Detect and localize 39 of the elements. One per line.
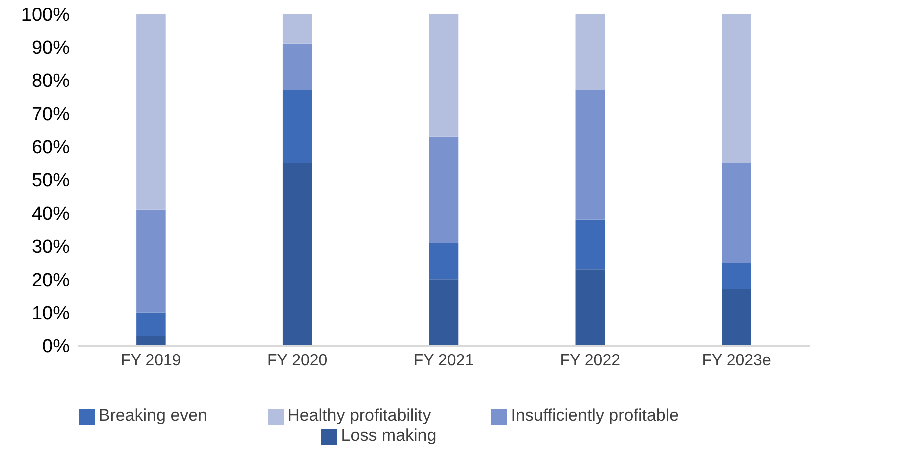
bar <box>429 280 459 346</box>
y-tick-label: 0% <box>42 336 70 358</box>
bar <box>722 290 752 346</box>
bar <box>136 312 166 336</box>
y-tick-label: 80% <box>32 71 70 92</box>
y-tick-label: 40% <box>32 204 70 225</box>
y-tick-label: 90% <box>32 38 70 59</box>
bar <box>282 163 312 346</box>
bar <box>722 14 752 164</box>
x-tick-label: FY 2021 <box>414 352 474 370</box>
bar <box>429 243 459 280</box>
bar <box>136 336 166 346</box>
y-tick-label: 30% <box>32 237 70 258</box>
bar <box>282 90 312 164</box>
legend-label: Breaking even <box>98 406 208 425</box>
y-tick-label: 50% <box>32 170 70 192</box>
bar <box>136 14 166 210</box>
y-tick-label: 10% <box>32 304 70 325</box>
x-tick-label: FY 2022 <box>560 352 621 370</box>
y-tick-label: 20% <box>32 270 70 292</box>
bar <box>576 90 606 220</box>
bar <box>576 220 606 270</box>
bar <box>282 14 312 44</box>
x-tick-label: FY 2019 <box>121 352 182 370</box>
bar <box>429 136 459 244</box>
bar <box>576 14 606 90</box>
x-tick-label: FY 2020 <box>268 352 328 370</box>
y-tick-label: 60% <box>32 138 70 159</box>
legend-label: Insufficiently profitable <box>511 406 680 425</box>
bar <box>576 270 606 346</box>
legend-label: Loss making <box>341 426 437 445</box>
bar <box>722 263 752 290</box>
bar <box>282 44 312 90</box>
x-tick-label: FY 2023e <box>702 352 772 370</box>
legend-label: Healthy profitability <box>288 406 432 425</box>
bar <box>429 14 459 137</box>
y-tick-label: 70% <box>32 104 70 126</box>
bar <box>722 163 752 263</box>
bar <box>136 210 166 313</box>
